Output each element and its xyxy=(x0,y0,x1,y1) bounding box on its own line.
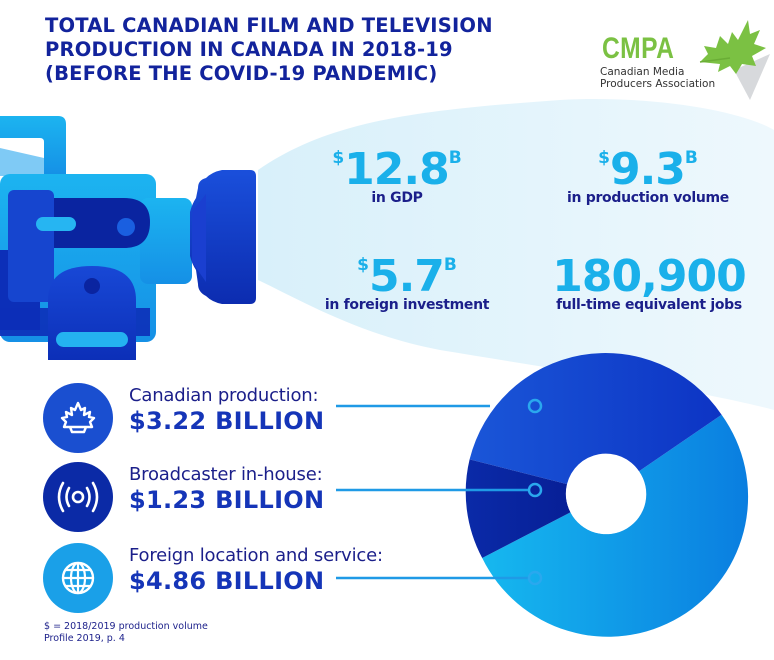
legend-value: $4.86 BILLION xyxy=(129,567,325,595)
footnote: $ = 2018/2019 production volume Profile … xyxy=(44,621,208,645)
legend-label: Broadcaster in-house: xyxy=(129,464,323,485)
stat-label: full-time equivalent jobs xyxy=(556,297,742,313)
slice-foreign-location[interactable] xyxy=(482,414,749,637)
legend-text: Broadcaster in-house: $1.23 BILLION xyxy=(129,464,324,514)
logo-subtitle: Canadian Media Producers Association xyxy=(600,66,715,90)
light-beam xyxy=(258,99,774,410)
stat-foreign-investment: $5.7B in foreign investment xyxy=(322,255,492,314)
slice-canadian-production[interactable] xyxy=(469,353,722,485)
stat-number: $12.8B xyxy=(322,148,472,192)
leader-lines xyxy=(336,404,529,580)
footnote-line-2: Profile 2019, p. 4 xyxy=(44,633,125,644)
stat-number: $9.3B xyxy=(558,148,738,192)
maple-leaf-icon xyxy=(699,20,770,100)
currency-symbol: $ xyxy=(357,255,369,275)
legend-value: $3.22 BILLION xyxy=(129,407,325,435)
stat-gdp: $12.8B in GDP xyxy=(322,148,472,207)
legend-text: Canadian production: $3.22 BILLION xyxy=(129,385,324,435)
currency-symbol: $ xyxy=(332,148,345,168)
leader-endpoints xyxy=(527,398,543,586)
donut-chart xyxy=(465,353,749,637)
legend-text: Foreign location and service: $4.86 BILL… xyxy=(129,545,383,595)
stat-label: in GDP xyxy=(371,190,423,206)
stat-value: 180,900 xyxy=(552,251,746,302)
cmpa-logo: CMPA Canadian Media Producers Associatio… xyxy=(598,14,774,104)
legend-label: Canadian production: xyxy=(129,385,319,406)
logo-wordmark: CMPA xyxy=(602,32,675,65)
stat-unit: B xyxy=(684,148,698,168)
slice-broadcaster-in-house[interactable] xyxy=(465,459,571,558)
broadcast-icon xyxy=(43,462,113,532)
legend-value: $1.23 BILLION xyxy=(129,486,325,514)
page-title: TOTAL CANADIAN FILM AND TELEVISION PRODU… xyxy=(45,14,493,86)
title-line-2: PRODUCTION IN CANADA IN 2018-19 xyxy=(45,38,453,61)
stat-value: 9.3 xyxy=(609,144,686,195)
stat-fte-jobs: 180,900 full-time equivalent jobs xyxy=(538,255,760,314)
stat-number: 180,900 xyxy=(538,255,760,299)
legend-label: Foreign location and service: xyxy=(129,545,383,566)
logo-subtitle-line-2: Producers Association xyxy=(600,78,716,90)
stat-value: 12.8 xyxy=(344,144,450,195)
logo-subtitle-line-1: Canadian Media xyxy=(600,66,685,78)
title-line-1: TOTAL CANADIAN FILM AND TELEVISION xyxy=(45,14,493,37)
stat-production-volume: $9.3B in production volume xyxy=(558,148,738,207)
stat-unit: B xyxy=(448,148,462,168)
stat-unit: B xyxy=(443,255,457,275)
currency-symbol: $ xyxy=(598,148,610,168)
maple-leaf-icon xyxy=(43,383,113,453)
stat-label: in production volume xyxy=(566,190,729,206)
title-line-3: (BEFORE THE COVID-19 PANDEMIC) xyxy=(45,62,438,85)
globe-icon xyxy=(43,543,113,613)
stat-number: $5.7B xyxy=(322,255,492,299)
camera-icon xyxy=(0,116,256,360)
stat-label: in foreign investment xyxy=(324,297,490,313)
stat-value: 5.7 xyxy=(368,251,445,302)
footnote-line-1: $ = 2018/2019 production volume xyxy=(44,621,208,632)
